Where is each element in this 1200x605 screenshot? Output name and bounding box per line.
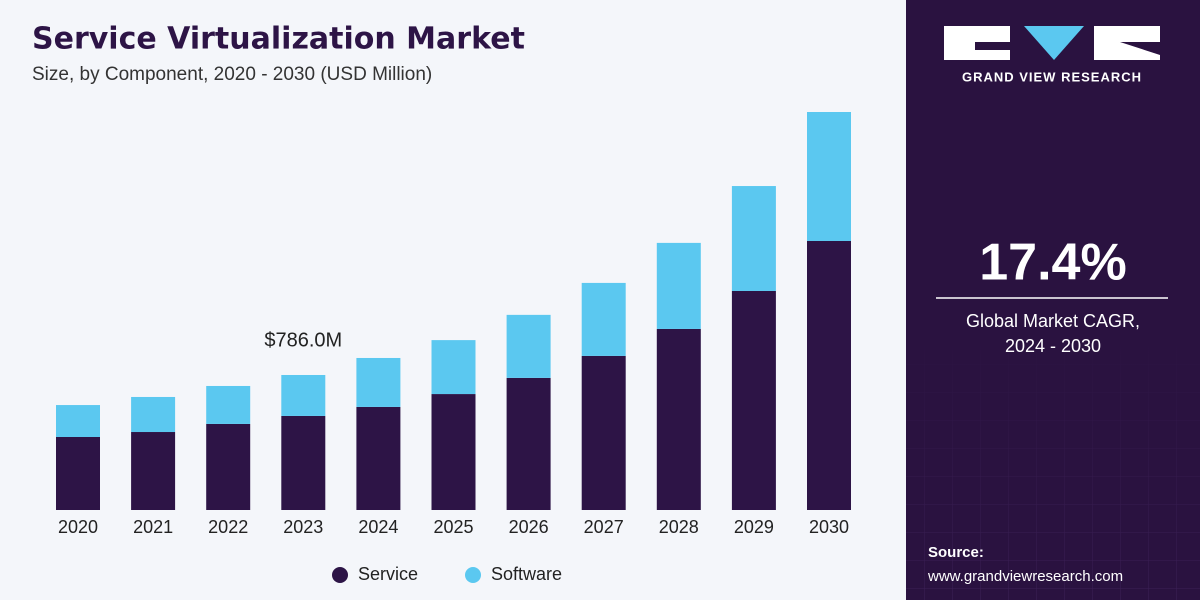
bar-segment — [506, 314, 551, 378]
bar-segment — [581, 282, 626, 356]
bar-segment — [431, 340, 476, 395]
bar-segment — [281, 415, 326, 510]
x-tick-label: 2020 — [58, 517, 98, 537]
bar-segment — [731, 186, 776, 291]
legend-label: Software — [491, 564, 562, 584]
bar-segment — [656, 328, 701, 510]
bar-segment — [506, 377, 551, 510]
bar-segment — [206, 423, 251, 510]
cagr-value: 17.4% — [979, 234, 1126, 292]
logo — [944, 26, 1160, 60]
legend-label: Service — [358, 564, 418, 584]
bar-segment — [131, 432, 176, 510]
side-panel-shade — [906, 0, 1200, 600]
source-url: www.grandviewresearch.com — [927, 568, 1123, 585]
legend-marker — [332, 567, 348, 583]
bar-segment — [807, 112, 851, 242]
data-label: $786.0M — [264, 329, 342, 351]
x-tick-label: 2025 — [433, 517, 473, 537]
bar-segment — [807, 241, 851, 511]
bar-segment — [581, 355, 626, 510]
source-label: Source: — [928, 544, 984, 561]
x-tick-label: 2021 — [133, 517, 173, 537]
bar-segment — [356, 406, 401, 510]
x-tick-label: 2026 — [509, 517, 549, 537]
x-tick-label: 2023 — [283, 517, 323, 537]
x-tick-label: 2027 — [584, 517, 624, 537]
x-tick-label: 2022 — [208, 517, 248, 537]
bar-segment — [356, 357, 401, 407]
brand-name: GRAND VIEW RESEARCH — [962, 69, 1142, 84]
x-tick-label: 2029 — [734, 517, 774, 537]
legend-marker — [465, 567, 481, 583]
bar-segment — [281, 374, 326, 416]
bar-segment — [656, 242, 701, 329]
bar-segment — [56, 436, 100, 510]
bar-segment — [731, 290, 776, 510]
bar-segment — [431, 394, 476, 510]
bar-segment — [206, 385, 251, 424]
bar-segment — [131, 396, 176, 433]
x-tick-label: 2024 — [358, 517, 398, 537]
cagr-label: 2024 - 2030 — [1005, 336, 1101, 356]
cagr-label: Global Market CAGR, — [966, 311, 1140, 331]
bar-segment — [56, 405, 100, 437]
chart-title: Service Virtualization Market — [32, 22, 525, 57]
chart-subtitle: Size, by Component, 2020 - 2030 (USD Mil… — [32, 64, 432, 85]
x-tick-label: 2030 — [809, 517, 849, 537]
x-tick-label: 2028 — [659, 517, 699, 537]
